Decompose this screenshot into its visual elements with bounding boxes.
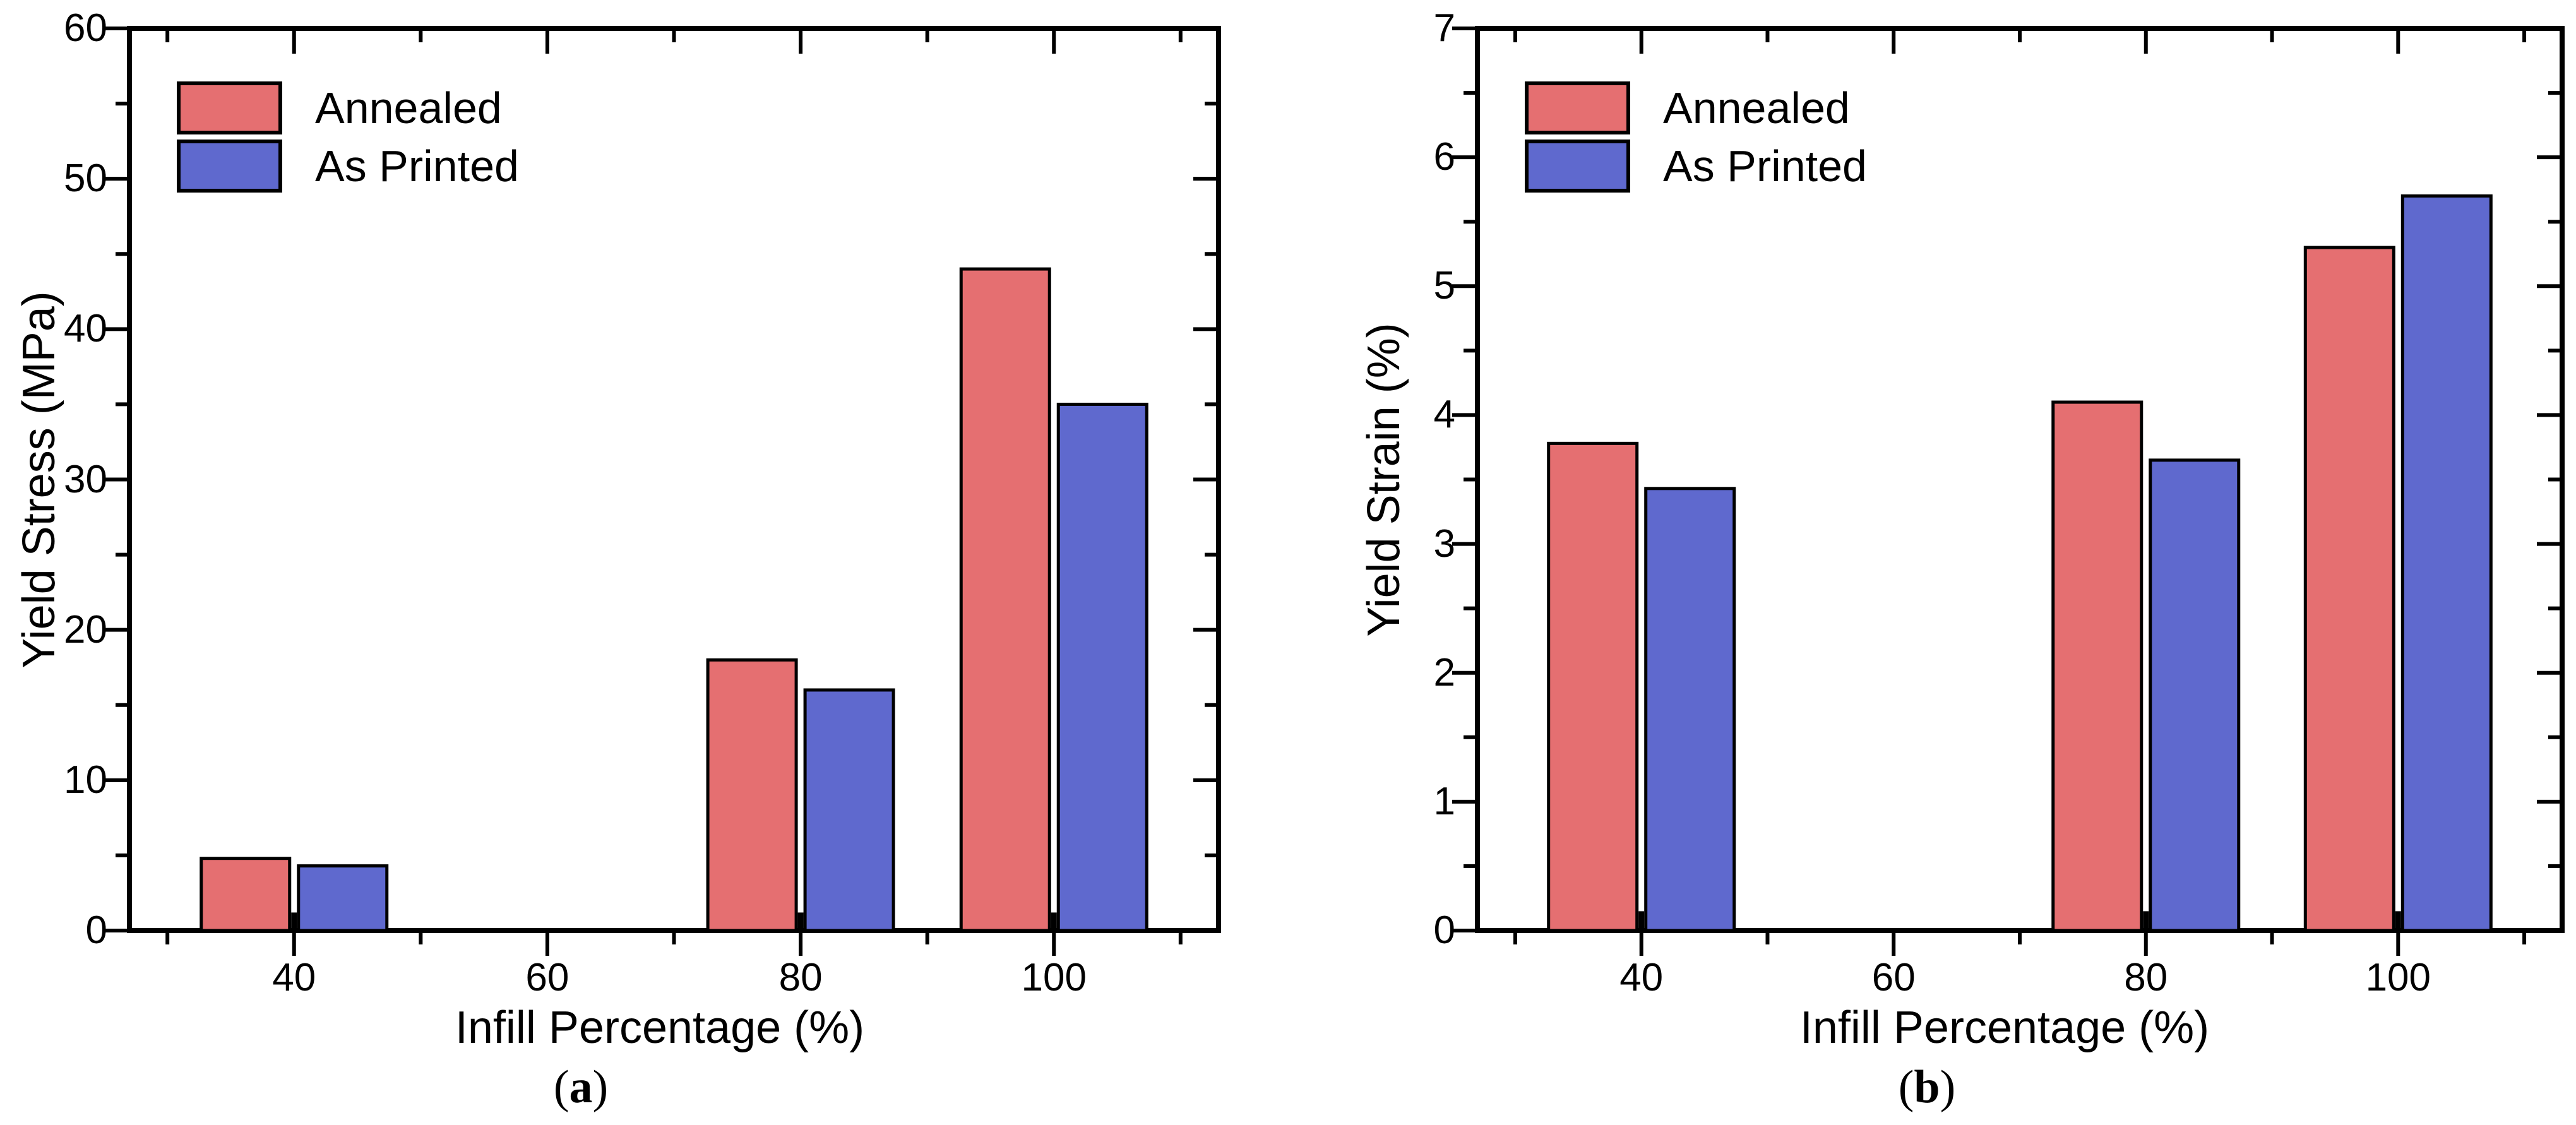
y-tick-label: 0 (85, 908, 107, 952)
legend-label: Annealed (315, 83, 502, 133)
center-stub (1638, 911, 1645, 931)
caption-paren-close: ) (592, 1061, 609, 1113)
legend: Annealed As Printed (177, 81, 519, 193)
center-stub (2143, 911, 2149, 931)
bar-annealed-80 (706, 658, 798, 932)
y-tick-label: 10 (64, 758, 107, 802)
y-tick-label: 5 (1433, 264, 1455, 308)
panel-caption: (a) (486, 1062, 676, 1112)
legend-row: As Printed (177, 140, 519, 193)
caption-letter: b (1914, 1061, 1940, 1113)
panel-caption: (b) (1832, 1062, 2022, 1112)
center-stub (797, 912, 804, 931)
legend-label: Annealed (1663, 83, 1850, 133)
legend-label: As Printed (315, 141, 519, 191)
y-tick-label: 40 (64, 307, 107, 351)
legend-row: As Printed (1525, 140, 1867, 193)
legend-row: Annealed (177, 81, 519, 134)
y-tick-label: 60 (64, 6, 107, 50)
y-tick-label: 50 (64, 157, 107, 201)
y-tick-label: 20 (64, 607, 107, 652)
y-tick-label: 6 (1433, 135, 1455, 179)
y-tick-label: 4 (1433, 393, 1455, 437)
y-tick-label: 3 (1433, 521, 1455, 566)
x-tick-label: 100 (1021, 956, 1087, 999)
y-tick-label: 1 (1433, 779, 1455, 823)
bar-annealed-80 (2051, 400, 2144, 932)
bar-annealed-100 (959, 267, 1051, 932)
y-axis-title: Yield Strain (%) (1359, 322, 1409, 637)
x-tick-label: 40 (1619, 956, 1664, 999)
center-stub (1051, 912, 1057, 931)
y-tick-label: 30 (64, 457, 107, 501)
legend-swatch-annealed (1525, 81, 1630, 134)
x-tick-label: 60 (1871, 956, 1916, 999)
x-tick-label: 60 (525, 956, 569, 999)
center-stub (291, 912, 297, 931)
y-axis-title: Yield Stress (MPa) (14, 290, 64, 669)
caption-paren-open: ( (553, 1061, 569, 1113)
bar-annealed-100 (2303, 246, 2395, 932)
caption-paren-open: ( (1898, 1061, 1914, 1113)
bar-as-printed-80 (803, 688, 895, 932)
x-tick-label: 80 (2124, 956, 2168, 999)
bar-as-printed-100 (2400, 194, 2493, 932)
y-tick-label: 0 (1433, 908, 1455, 952)
caption-letter: a (569, 1061, 593, 1113)
x-tick-label: 40 (272, 956, 316, 999)
y-tick-label: 7 (1433, 6, 1455, 50)
legend-swatch-as-printed (177, 140, 282, 193)
x-axis-title: Infill Percentage (%) (455, 1003, 865, 1053)
x-axis-title: Infill Percentage (%) (1799, 1003, 2210, 1053)
bar-as-printed-100 (1056, 402, 1148, 932)
bar-as-printed-40 (297, 864, 389, 932)
legend: Annealed As Printed (1525, 81, 1867, 193)
legend-swatch-annealed (177, 81, 282, 134)
legend-row: Annealed (1525, 81, 1867, 134)
legend-label: As Printed (1663, 141, 1867, 191)
x-tick-label: 80 (778, 956, 823, 999)
y-tick-label: 2 (1433, 650, 1455, 694)
center-stub (2395, 911, 2401, 931)
legend-swatch-as-printed (1525, 140, 1630, 193)
caption-paren-close: ) (1940, 1061, 1956, 1113)
bar-as-printed-80 (2149, 458, 2241, 932)
x-tick-label: 100 (2365, 956, 2431, 999)
bar-annealed-40 (200, 857, 292, 932)
bar-as-printed-40 (1644, 487, 1736, 932)
bar-annealed-40 (1547, 441, 1639, 932)
